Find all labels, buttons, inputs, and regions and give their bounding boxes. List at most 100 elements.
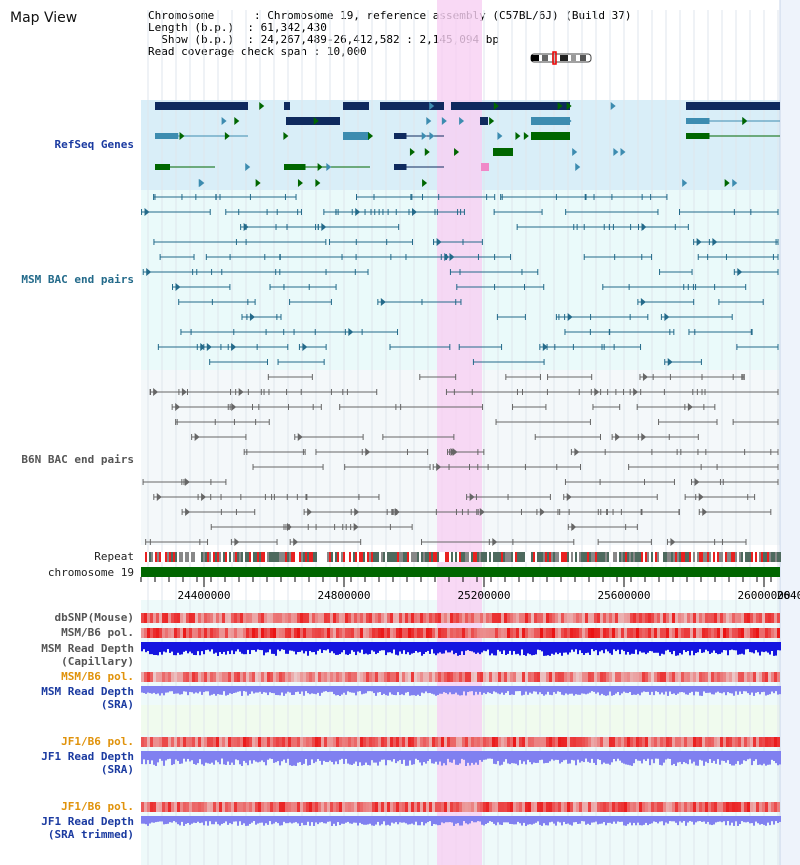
read-depth-bar [377, 642, 379, 653]
read-depth-bar [647, 816, 649, 826]
bac-arrow [297, 433, 303, 441]
read-depth-bar [157, 751, 159, 763]
heatmap-cell [195, 737, 198, 747]
heatmap-cell [768, 613, 771, 623]
heatmap-cell [384, 628, 387, 638]
read-depth-bar [743, 642, 745, 655]
heatmap-cell [390, 737, 393, 747]
repeat-segment [747, 552, 749, 562]
msm-bac-features[interactable] [141, 194, 779, 366]
read-depth-bar [309, 751, 311, 765]
read-depth-bar [617, 642, 619, 650]
read-depth-bar [741, 751, 743, 764]
heatmap-cell [696, 672, 699, 682]
heatmap-cell [174, 672, 177, 682]
read-depth-bar [237, 686, 239, 692]
repeat-segment [565, 552, 567, 562]
heatmap-cell [237, 672, 240, 682]
read-depth-bar [723, 686, 725, 693]
read-depth-bar [241, 642, 243, 654]
heatmap-cell [246, 628, 249, 638]
jf1-depth-sra-label-2: (SRA) [100, 763, 134, 776]
repeat-segment [193, 552, 195, 562]
read-depth-bar [413, 686, 415, 696]
read-depth-bar [449, 642, 451, 653]
b6n-bac-features[interactable] [142, 373, 779, 546]
read-depth-bar [347, 816, 349, 822]
heatmap-cell [309, 613, 312, 623]
repeat-segment [281, 552, 283, 562]
read-depth-bar [321, 751, 323, 765]
heatmap-cell [375, 672, 378, 682]
read-depth-bar [377, 751, 379, 766]
read-depth-bar [535, 686, 537, 692]
read-depth-bar [405, 642, 407, 655]
read-depth-bar [177, 816, 179, 825]
refseq-gene-features[interactable] [155, 102, 780, 187]
heatmap-cell [294, 672, 297, 682]
read-depth-bar [341, 642, 343, 653]
read-depth-bar [701, 642, 703, 653]
heatmap-cell [645, 613, 648, 623]
read-depth-bar [277, 751, 279, 762]
read-depth-bar [669, 751, 671, 759]
read-depth-bar [297, 642, 299, 653]
read-depth-bar [767, 686, 769, 695]
read-depth-bar [179, 816, 181, 826]
read-depth-bar [661, 816, 663, 822]
heatmap-cell [663, 737, 666, 747]
heatmap-cell [531, 672, 534, 682]
read-depth-bar [291, 751, 293, 766]
heatmap-cell [360, 628, 363, 638]
read-depth-bar [347, 751, 349, 764]
read-depth-bar [565, 642, 567, 653]
read-depth-bar [215, 686, 217, 696]
read-depth-bar [587, 816, 589, 824]
heatmap-cell [552, 672, 555, 682]
heatmap-cell [399, 802, 402, 812]
read-depth-bar [561, 816, 563, 826]
heatmap-cell [639, 802, 642, 812]
read-depth-bar [163, 816, 165, 825]
heatmap-cell [498, 802, 501, 812]
heatmap-cell [189, 672, 192, 682]
read-depth-bar [499, 642, 501, 652]
read-depth-bar [167, 686, 169, 693]
read-depth-bar [225, 816, 227, 822]
heatmap-cell [402, 802, 405, 812]
heatmap-cell [210, 628, 213, 638]
read-depth-bar [685, 816, 687, 826]
heatmap-cell [309, 802, 312, 812]
heatmap-cell [762, 672, 765, 682]
read-depth-bar [559, 751, 561, 764]
read-depth-bar [771, 816, 773, 822]
heatmap-cell [351, 628, 354, 638]
heatmap-cell [744, 613, 747, 623]
read-depth-bar [201, 642, 203, 652]
repeat-segment [279, 552, 281, 562]
read-depth-bar [165, 751, 167, 761]
read-depth-bar [295, 751, 297, 766]
msm-b6-pol-label: MSM/B6 pol. [61, 626, 134, 639]
heatmap-cell [720, 628, 723, 638]
read-depth-bar [197, 751, 199, 764]
read-depth-bar [453, 686, 455, 695]
heatmap-cell [558, 737, 561, 747]
chromosome-ideogram[interactable] [530, 51, 592, 65]
read-depth-bar [761, 751, 763, 766]
gene-pink-block [481, 163, 489, 171]
heatmap-cell [459, 628, 462, 638]
read-depth-bar [257, 816, 259, 824]
read-depth-bar [457, 816, 459, 824]
heatmap-cell [519, 628, 522, 638]
repeat-segment [261, 552, 263, 562]
read-depth-bar [623, 642, 625, 652]
msm-depth-sra-label-2: (SRA) [100, 698, 134, 711]
read-depth-bar [229, 751, 231, 765]
heatmap-cell [294, 628, 297, 638]
heatmap-cell [708, 737, 711, 747]
read-depth-bar [735, 816, 737, 822]
read-depth-bar [635, 816, 637, 826]
repeat-segment [467, 552, 469, 562]
